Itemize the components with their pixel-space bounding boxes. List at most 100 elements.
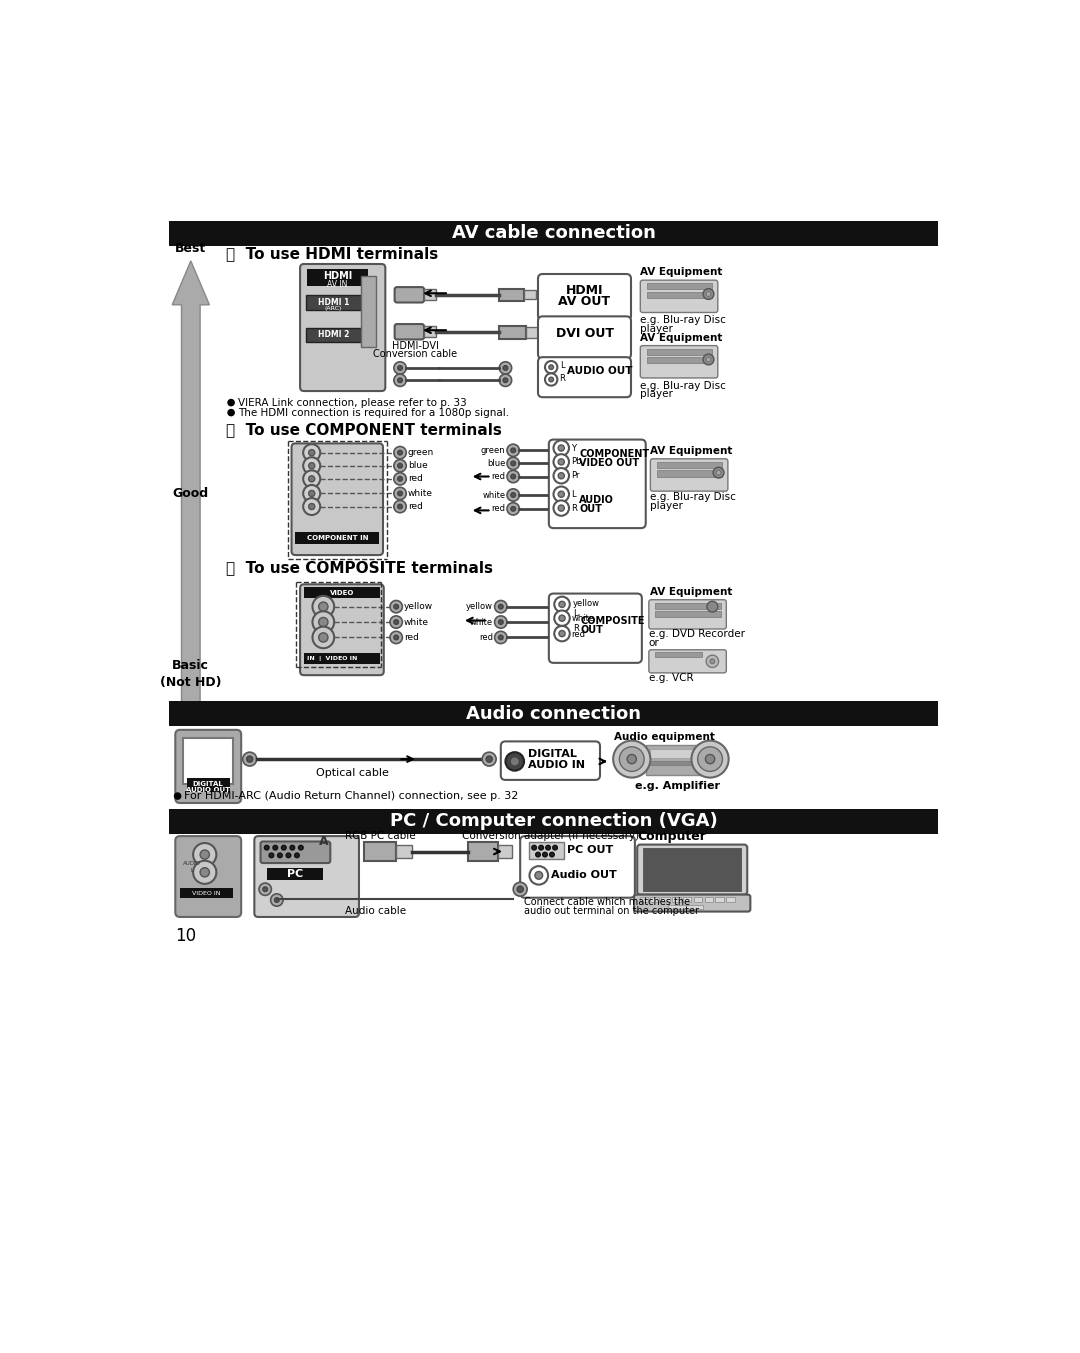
Circle shape [309, 503, 314, 510]
Circle shape [274, 897, 279, 902]
Text: red: red [480, 633, 494, 641]
Circle shape [303, 498, 321, 515]
Circle shape [269, 852, 273, 858]
Text: yellow: yellow [572, 599, 599, 607]
Text: green: green [408, 448, 434, 457]
Circle shape [175, 793, 180, 800]
Circle shape [511, 448, 515, 453]
Circle shape [499, 375, 512, 387]
Text: blue: blue [408, 461, 428, 471]
Circle shape [298, 846, 303, 850]
Text: VIDEO OUT: VIDEO OUT [579, 459, 639, 468]
FancyBboxPatch shape [649, 649, 727, 672]
Circle shape [303, 444, 321, 461]
Circle shape [397, 377, 403, 383]
Text: Computer: Computer [637, 831, 706, 843]
Text: Best: Best [175, 242, 206, 256]
Circle shape [558, 459, 565, 465]
Text: e.g. DVD Recorder: e.g. DVD Recorder [649, 629, 745, 639]
FancyBboxPatch shape [300, 264, 386, 391]
Circle shape [554, 487, 569, 502]
Circle shape [554, 597, 570, 612]
Circle shape [312, 626, 334, 648]
Bar [646, 746, 713, 774]
Text: blue: blue [487, 459, 505, 468]
Circle shape [495, 616, 507, 628]
Text: DVI OUT: DVI OUT [555, 327, 613, 340]
Bar [187, 778, 230, 793]
FancyBboxPatch shape [640, 345, 718, 377]
Circle shape [278, 852, 282, 858]
Circle shape [486, 756, 492, 762]
Text: player: player [640, 323, 673, 334]
Text: VIDEO: VIDEO [329, 590, 354, 595]
Circle shape [705, 755, 715, 763]
Text: green: green [481, 446, 505, 455]
Text: AV Equipment: AV Equipment [650, 446, 732, 456]
Text: red: red [404, 633, 419, 641]
Circle shape [397, 476, 403, 482]
Text: Pb: Pb [571, 457, 582, 467]
FancyBboxPatch shape [521, 836, 635, 897]
Circle shape [531, 846, 537, 850]
Polygon shape [172, 261, 210, 724]
Bar [529, 843, 564, 859]
Text: AUDIO IN: AUDIO IN [528, 759, 585, 770]
Circle shape [558, 472, 565, 479]
Circle shape [554, 610, 570, 626]
FancyBboxPatch shape [501, 741, 600, 779]
Bar [693, 897, 702, 902]
Circle shape [394, 487, 406, 499]
Circle shape [309, 490, 314, 497]
Bar [180, 888, 232, 898]
FancyBboxPatch shape [175, 836, 241, 917]
Circle shape [559, 601, 565, 607]
Circle shape [627, 755, 636, 763]
Bar [170, 809, 937, 833]
Circle shape [710, 659, 715, 663]
FancyBboxPatch shape [538, 317, 631, 359]
Text: player: player [640, 390, 673, 399]
Text: AUDIO OUT: AUDIO OUT [186, 787, 230, 793]
Text: VIDEO IN: VIDEO IN [192, 890, 220, 896]
Text: audio out terminal on the computer: audio out terminal on the computer [524, 905, 699, 916]
Bar [424, 326, 436, 337]
Bar [296, 532, 379, 544]
Circle shape [394, 361, 406, 375]
Bar [303, 587, 380, 598]
Circle shape [482, 752, 496, 766]
Bar [704, 897, 713, 902]
Circle shape [513, 882, 527, 896]
Circle shape [390, 616, 403, 628]
Circle shape [282, 846, 286, 850]
Circle shape [394, 472, 406, 484]
Circle shape [291, 846, 295, 850]
Circle shape [554, 501, 569, 515]
Bar [727, 897, 734, 902]
Circle shape [312, 612, 334, 633]
Text: COMPOSITE: COMPOSITE [581, 616, 645, 625]
Circle shape [319, 633, 328, 643]
Bar [424, 290, 436, 300]
Circle shape [698, 747, 723, 771]
Circle shape [545, 846, 551, 850]
Text: AV IN: AV IN [327, 280, 348, 288]
Text: IN  |  VIDEO IN: IN | VIDEO IN [308, 656, 357, 660]
Circle shape [511, 461, 515, 465]
FancyBboxPatch shape [260, 842, 330, 863]
Text: AV Equipment: AV Equipment [640, 333, 723, 342]
Circle shape [303, 471, 321, 487]
Text: R: R [572, 625, 579, 633]
Text: e.g. Amplifier: e.g. Amplifier [635, 781, 720, 792]
Text: R: R [571, 503, 577, 513]
Circle shape [499, 620, 503, 624]
Text: Ⓑ  To use COMPONENT terminals: Ⓑ To use COMPONENT terminals [227, 422, 502, 437]
Text: white: white [483, 491, 505, 499]
Circle shape [505, 752, 524, 771]
Circle shape [312, 595, 334, 617]
Text: The HDMI connection is required for a 1080p signal.: The HDMI connection is required for a 10… [238, 407, 509, 418]
Circle shape [503, 377, 508, 383]
Circle shape [549, 377, 554, 382]
Circle shape [303, 484, 321, 502]
Circle shape [273, 846, 278, 850]
